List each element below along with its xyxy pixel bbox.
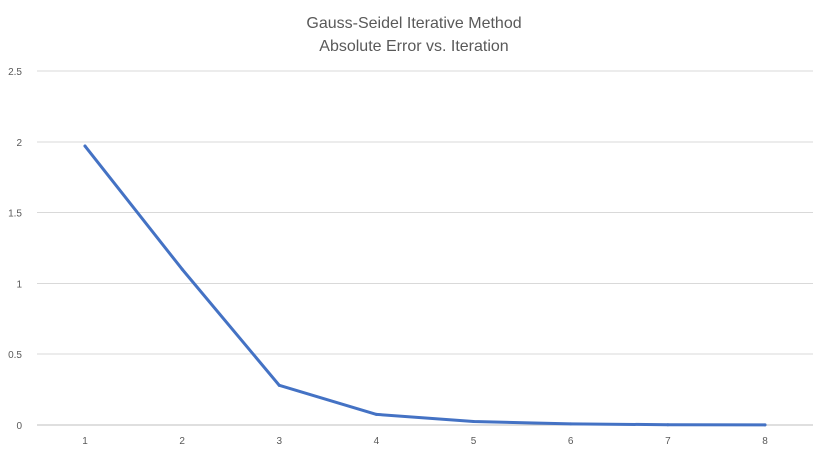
- data-point: [569, 422, 573, 426]
- x-tick-label: 5: [471, 436, 477, 447]
- chart-subtitle: Absolute Error vs. Iteration: [319, 38, 508, 55]
- data-point: [763, 423, 767, 427]
- series-line: [83, 144, 767, 427]
- data-point: [83, 144, 87, 148]
- data-point: [472, 419, 476, 423]
- x-tick-label: 6: [568, 436, 574, 447]
- x-tick-label: 1: [82, 436, 88, 447]
- y-axis-ticks: 0 0.5 1 1.5 2 2.5: [8, 67, 22, 432]
- x-tick-label: 3: [277, 436, 283, 447]
- x-tick-label: 8: [762, 436, 768, 447]
- y-tick-label: 0.5: [8, 350, 22, 361]
- chart-title: Gauss-Seidel Iterative Method: [306, 15, 521, 32]
- data-point: [374, 412, 378, 416]
- series-layer: [83, 144, 767, 427]
- x-tick-label: 7: [665, 436, 671, 447]
- x-tick-label: 2: [179, 436, 185, 447]
- data-point: [277, 383, 281, 387]
- data-point: [666, 423, 670, 427]
- x-axis-ticks: 1 2 3 4 5 6 7 8: [82, 436, 768, 447]
- y-tick-label: 2.5: [8, 67, 22, 78]
- y-tick-label: 2: [16, 138, 22, 149]
- y-tick-label: 1.5: [8, 209, 22, 220]
- y-tick-label: 0: [16, 421, 22, 432]
- y-tick-label: 1: [16, 279, 22, 290]
- x-tick-label: 4: [374, 436, 380, 447]
- data-point: [180, 267, 184, 271]
- gridlines: [37, 70, 813, 426]
